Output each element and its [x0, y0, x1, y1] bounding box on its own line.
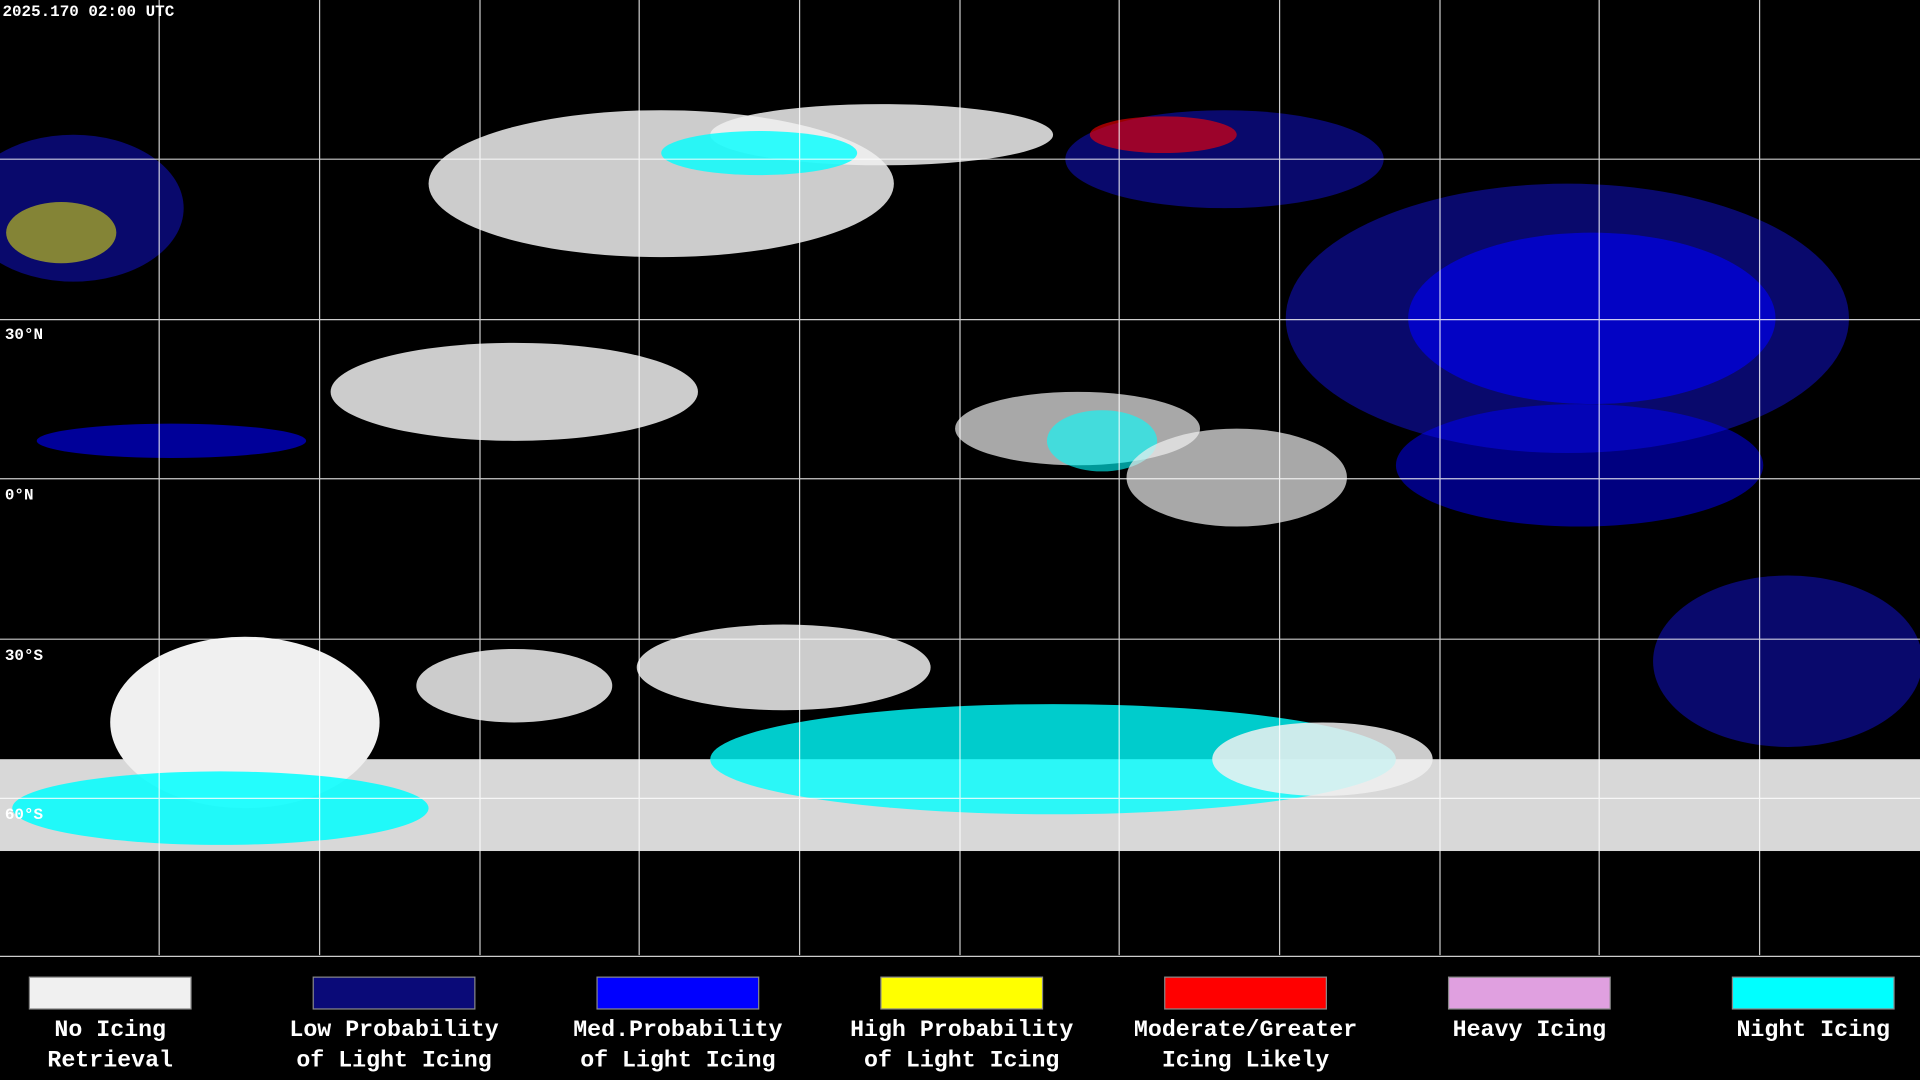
- latitude-label: 0°N: [5, 487, 34, 505]
- latitude-label: 30°N: [5, 326, 43, 344]
- high-icing-area: [6, 202, 117, 264]
- legend-label: Retrieval: [47, 1048, 173, 1074]
- legend-swatch: [1731, 976, 1895, 1010]
- no-icing-area: [636, 624, 931, 711]
- legend-label: No Icing: [54, 1017, 166, 1043]
- legend-swatch: [596, 976, 760, 1010]
- no-icing-area: [1126, 428, 1347, 527]
- no-icing-area: [1212, 722, 1433, 796]
- med-icing-area: [1395, 404, 1764, 527]
- no-icing-area: [330, 342, 698, 441]
- no-icing-area: [110, 636, 380, 809]
- legend-label: Heavy Icing: [1453, 1017, 1606, 1043]
- legend-swatch: [1447, 976, 1611, 1010]
- legend-swatch: [880, 976, 1044, 1010]
- night-icing-area: [12, 771, 429, 845]
- grid: [0, 0, 1920, 957]
- latitude-label: 60°S: [5, 806, 44, 824]
- legend-label: Icing Likely: [1162, 1048, 1329, 1074]
- legend-label: Med.Probability: [573, 1017, 782, 1043]
- night-icing-area: [710, 704, 1396, 815]
- night-icing-area: [1046, 410, 1158, 472]
- legend-label: High Probability: [850, 1017, 1073, 1043]
- legend-label: Low Probability: [289, 1017, 498, 1043]
- legend-label: of Light Icing: [580, 1048, 775, 1074]
- legend-label: Night Icing: [1736, 1017, 1889, 1043]
- latitude-labels: 30°N 0°N 30°S 60°S: [5, 326, 44, 824]
- cloud-fields: [0, 104, 1920, 852]
- legend-label: of Light Icing: [296, 1048, 491, 1074]
- legend-swatch: [312, 976, 476, 1010]
- legend-label: of Light Icing: [864, 1048, 1059, 1074]
- legend-label: Moderate/Greater: [1134, 1017, 1357, 1043]
- no-icing-area: [416, 648, 613, 723]
- latitude-label: 30°S: [5, 647, 44, 665]
- moderate-icing-area: [1089, 116, 1237, 154]
- legend: No Icing Retrieval Low Probability of Light…: [28, 976, 1895, 1074]
- timestamp: 2025.170 02:00 UTC: [2, 3, 174, 21]
- med-icing-area: [1408, 232, 1776, 405]
- legend-swatch: [28, 976, 192, 1010]
- night-icing-area: [661, 131, 858, 176]
- med-icing-area: [36, 423, 307, 458]
- low-icing-area: [1653, 575, 1920, 747]
- legend-swatch: [1164, 976, 1327, 1010]
